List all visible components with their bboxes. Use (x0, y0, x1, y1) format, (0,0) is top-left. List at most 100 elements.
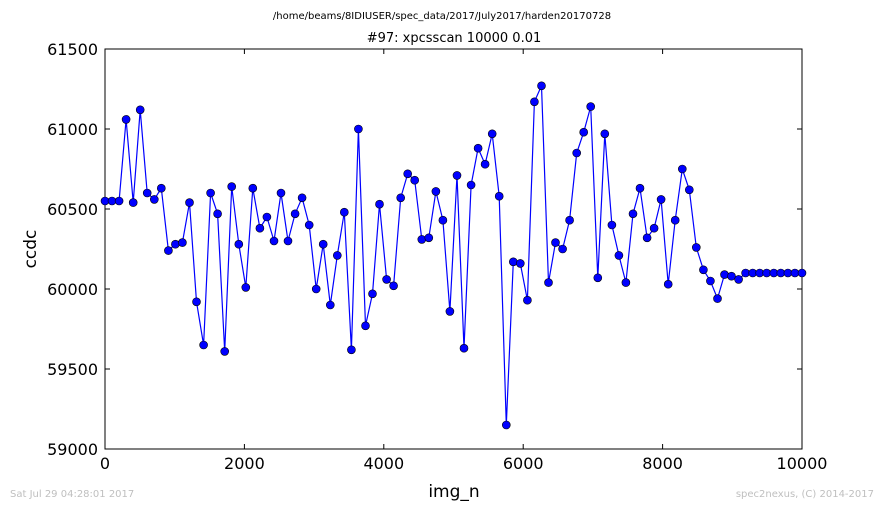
data-point (234, 239, 244, 249)
data-point (565, 215, 574, 225)
data-point (734, 275, 743, 284)
data-point (347, 345, 356, 355)
data-point (128, 198, 138, 207)
data-point (157, 183, 166, 193)
x-tick-label: 2000 (224, 454, 265, 473)
data-point (508, 257, 518, 267)
data-point (691, 243, 701, 252)
data-point (396, 193, 406, 203)
data-point (389, 281, 398, 291)
data-point (142, 188, 152, 198)
data-point (741, 268, 750, 278)
data-point (255, 223, 265, 233)
data-point (185, 198, 194, 207)
data-point (262, 212, 272, 222)
data-point (431, 187, 441, 196)
data-point (290, 209, 300, 219)
x-tick-label: 8000 (642, 454, 683, 473)
data-point (621, 278, 631, 287)
data-point (178, 238, 187, 247)
data-point (311, 284, 321, 294)
data-point (171, 239, 180, 249)
data-point (635, 183, 645, 193)
data-point (727, 271, 736, 281)
data-point (150, 195, 159, 204)
data-point (551, 238, 560, 247)
x-tick-label: 6000 (503, 454, 544, 473)
footer-timestamp: Sat Jul 29 04:28:01 2017 (10, 489, 135, 500)
data-point (586, 102, 596, 111)
data-point (558, 244, 567, 254)
data-point (318, 239, 328, 249)
chart-title: #97: xpcsscan 10000 0.01 (367, 31, 542, 46)
data-point (403, 169, 413, 179)
data-point (227, 182, 236, 191)
data-point (332, 251, 342, 260)
data-point (523, 295, 532, 305)
data-point (656, 195, 666, 204)
data-point (480, 159, 490, 169)
data-point (135, 105, 145, 115)
x-axis-label: img_n (428, 482, 479, 502)
data-points (100, 81, 807, 430)
x-tick-label: 0 (100, 454, 110, 473)
series-line (105, 85, 802, 426)
data-point (466, 180, 476, 190)
data-point (424, 233, 434, 243)
data-point (283, 236, 293, 246)
data-point (361, 321, 370, 331)
data-point (382, 275, 391, 284)
data-point (579, 127, 589, 137)
data-point (297, 193, 307, 203)
y-tick-label: 59500 (47, 360, 98, 379)
x-tick-label: 4000 (363, 454, 404, 473)
data-point (713, 294, 722, 303)
data-point (720, 270, 729, 279)
y-tick-label: 59000 (47, 440, 98, 459)
data-point (304, 220, 314, 230)
y-axis-label: ccdc (21, 230, 41, 269)
data-point (325, 300, 335, 310)
data-point (121, 115, 131, 124)
y-tick-label: 60500 (47, 200, 98, 219)
data-point (684, 185, 694, 195)
data-point (515, 259, 525, 268)
data-point (473, 143, 483, 153)
data-point (663, 279, 673, 289)
data-point (276, 188, 286, 198)
data-point (192, 297, 201, 307)
data-point (607, 220, 617, 230)
data-point (220, 347, 229, 356)
x-tick-label: 10000 (777, 454, 828, 473)
chart-suptitle: /home/beams/8IDIUSER/spec_data/2017/July… (273, 11, 611, 22)
data-point (206, 188, 215, 198)
data-point (375, 199, 384, 209)
data-point (417, 235, 427, 244)
data-point (706, 276, 715, 286)
data-point (699, 265, 708, 275)
data-point (494, 191, 504, 201)
data-point (248, 183, 258, 193)
data-point (213, 209, 222, 219)
data-point (114, 196, 124, 206)
data-point (164, 246, 173, 255)
data-point (487, 129, 497, 139)
data-point (410, 175, 420, 185)
data-point (537, 81, 546, 91)
data-point (649, 223, 659, 233)
data-point (199, 340, 208, 350)
data-point (544, 278, 553, 287)
data-point (593, 273, 603, 283)
data-point (530, 97, 539, 107)
y-tick-label: 61000 (47, 120, 98, 139)
data-point (269, 236, 279, 246)
data-point (677, 164, 687, 174)
y-tick-label: 61500 (47, 40, 98, 59)
axis-ticks (104, 48, 803, 450)
data-point (452, 171, 462, 180)
data-point (241, 283, 251, 292)
data-point (642, 233, 652, 243)
y-tick-label: 60000 (47, 280, 98, 299)
data-point (600, 129, 610, 139)
